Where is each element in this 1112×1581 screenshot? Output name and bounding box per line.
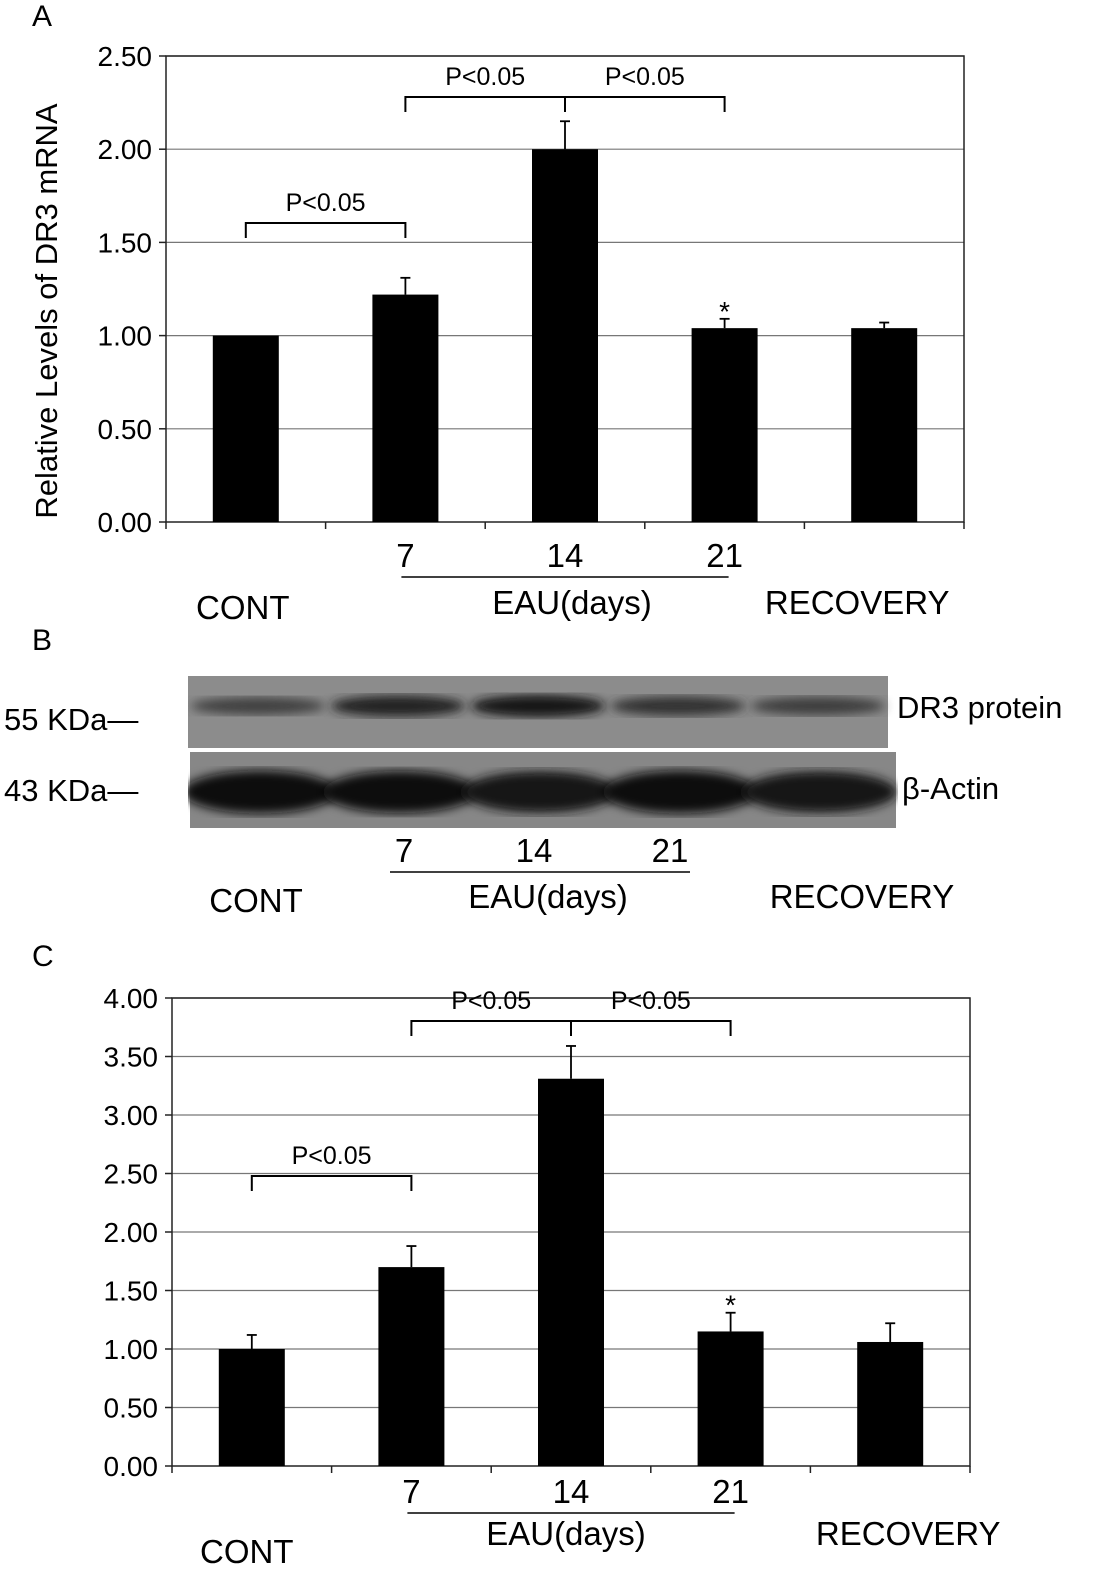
y-tick-label: 1.50 (98, 227, 153, 258)
significance-bracket (570, 1020, 732, 1036)
bar-0 (212, 335, 279, 522)
panel-label-c: C (32, 940, 54, 973)
x-category-label: 14 (547, 537, 584, 574)
y-tick-label: 1.00 (104, 1334, 159, 1365)
bar-0 (218, 1349, 285, 1466)
y-tick-label: 0.00 (98, 507, 153, 538)
bar-2 (538, 1078, 604, 1466)
marker-55kda: 55 KDa— (4, 702, 139, 737)
y-tick-label: 2.50 (104, 1159, 159, 1190)
group-label: EAU(days) (492, 584, 652, 621)
actin-band (743, 771, 897, 813)
category-label-recovery: RECOVERY (765, 584, 950, 621)
significance-label: P<0.05 (292, 1142, 372, 1170)
marker-43kda: 43 KDa— (4, 773, 139, 808)
significance-bracket (564, 96, 726, 112)
significance-bracket (250, 1175, 413, 1191)
y-tick-label: 0.50 (98, 414, 153, 445)
bar-4 (857, 1341, 924, 1466)
significance-label: P<0.05 (605, 63, 685, 91)
bar-4 (851, 328, 918, 522)
x-category-label: 7 (402, 1473, 420, 1510)
x-category-label: 21 (712, 1473, 749, 1510)
y-tick-label: 0.50 (104, 1393, 159, 1424)
blot-axis: 7 14 21 EAU(days) CONT RECOVERY (209, 832, 955, 919)
x-category-label: 21 (706, 537, 743, 574)
significance-bracket (404, 96, 566, 112)
dr3-band (330, 695, 466, 717)
significance-label: P<0.05 (451, 987, 531, 1015)
category-label-cont: CONT (200, 1533, 294, 1570)
western-blot-panel: 55 KDa— 43 KDa— DR3 protein β-Actin 7 14 2… (0, 640, 1112, 940)
y-axis-label: Relative Levels of DR3 mRNA (29, 103, 64, 519)
y-tick-label: 0.00 (104, 1451, 159, 1482)
panel-label-a: A (32, 0, 53, 33)
blot-label-dr3: DR3 protein (897, 690, 1063, 725)
actin-band (603, 770, 757, 814)
blot-label-cont: CONT (209, 882, 303, 919)
x-category-label: 14 (553, 1473, 590, 1510)
significance-bracket (244, 222, 407, 238)
significance-label: P<0.05 (611, 987, 691, 1015)
y-tick-label: 2.00 (98, 134, 153, 165)
x-category-label: 7 (396, 537, 414, 574)
blot-label-actin: β-Actin (902, 771, 1000, 806)
blot-lane-label: 14 (516, 832, 553, 869)
bar-1 (372, 294, 439, 522)
y-tick-label: 3.50 (104, 1042, 159, 1073)
actin-band (188, 770, 337, 814)
category-label-recovery: RECOVERY (816, 1515, 1001, 1552)
y-tick-label: 4.00 (104, 983, 159, 1014)
y-tick-label: 2.00 (104, 1217, 159, 1248)
actin-band (463, 771, 617, 813)
significance-label: P<0.05 (445, 63, 525, 91)
category-label-cont: CONT (196, 589, 290, 626)
dr3-band (190, 697, 326, 715)
bar-2 (532, 149, 598, 522)
y-tick-label: 1.00 (98, 321, 153, 352)
chart-c: 0.00 0.50 1.00 1.50 2.00 2.50 3.00 3.50 4.00 * P<0… (104, 983, 1001, 1570)
dr3-band (470, 694, 606, 718)
y-tick-label: 2.50 (98, 41, 153, 72)
blot-group-label: EAU(days) (468, 878, 628, 915)
dr3-band (610, 696, 746, 716)
y-tick-label: 1.50 (104, 1276, 159, 1307)
y-tick-label: 3.00 (104, 1100, 159, 1131)
bar-3 (691, 328, 758, 522)
bar-3 (697, 1331, 764, 1466)
significance-label: P<0.05 (286, 189, 366, 217)
group-label: EAU(days) (486, 1515, 646, 1552)
significance-bracket (410, 1020, 572, 1036)
dr3-band (750, 697, 886, 715)
actin-band (323, 770, 477, 814)
blot-label-recovery: RECOVERY (770, 878, 955, 915)
blot-image (188, 676, 897, 828)
chart-a: 0.00 0.50 1.00 1.50 2.00 2.50 * P<0.05 P<0.05 P<0… (29, 41, 965, 626)
significance-star: * (725, 1290, 736, 1321)
significance-star: * (719, 296, 730, 327)
panel-label-b: B (32, 624, 53, 657)
blot-lane-label: 7 (395, 832, 413, 869)
blot-lane-label: 21 (652, 832, 689, 869)
bar-1 (378, 1267, 445, 1466)
